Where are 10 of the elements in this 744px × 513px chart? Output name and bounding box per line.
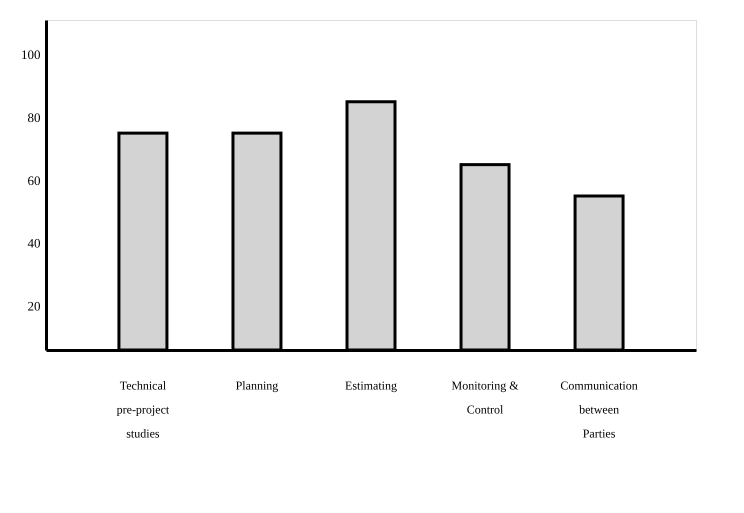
y-tick-label: 80 — [28, 110, 40, 125]
x-tick-label: Planning — [236, 378, 278, 392]
y-tick-label: 20 — [28, 298, 40, 314]
y-tick-label: 40 — [28, 236, 40, 251]
x-tick-label: Monitoring & Control — [452, 378, 520, 416]
x-tick-label: Estimating — [345, 378, 397, 392]
y-tick-label: 100 — [21, 47, 40, 62]
x-tick-label: Technical pre-project studies — [116, 378, 170, 440]
x-tick-label: Communication between Parties — [560, 378, 638, 440]
y-tick-label: 60 — [28, 172, 40, 188]
